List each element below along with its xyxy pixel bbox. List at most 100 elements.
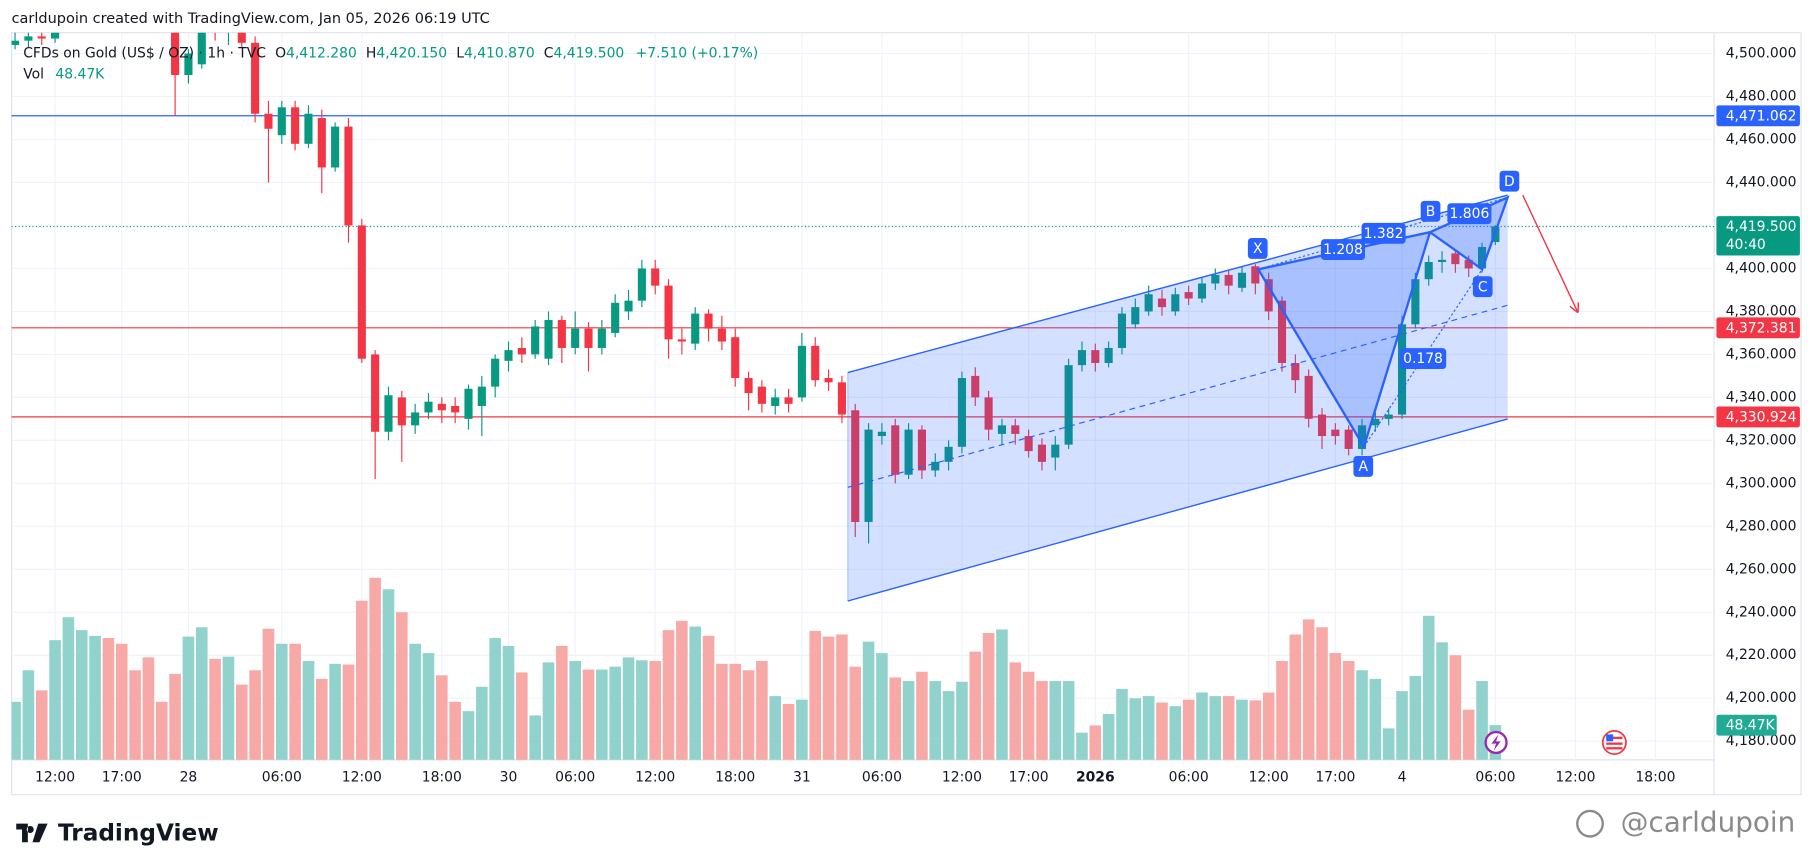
volume-bar [1382, 728, 1395, 760]
volume-bar [889, 677, 902, 760]
point-badge [1353, 456, 1374, 477]
volume-bar [11, 701, 21, 760]
candle-body [837, 382, 846, 415]
volume-bar [1276, 660, 1288, 760]
candle-body [437, 403, 446, 411]
x-tick-label: 17:00 [1009, 769, 1049, 785]
x-tick-label: 18:00 [715, 769, 755, 785]
volume-bar [1342, 660, 1355, 760]
volume-bar [62, 617, 75, 760]
event-bolt [1491, 734, 1501, 751]
volume-bar [1289, 634, 1302, 760]
candle-body [264, 113, 273, 129]
x-tick-label: 30 [500, 769, 518, 785]
volume-bar [996, 629, 1008, 760]
candle-body [1437, 259, 1447, 263]
volume-bar [1156, 702, 1168, 760]
volume-bar [262, 628, 275, 760]
volume-bar [1022, 671, 1035, 760]
volume-bar [1102, 714, 1115, 760]
candle-body [1237, 272, 1247, 288]
x-tick-label: 12:00 [942, 769, 982, 785]
volume-bar [529, 715, 541, 760]
volume-bar [222, 656, 235, 760]
volume-bar [382, 589, 395, 760]
volume-badge-label: 48.47K [1726, 718, 1776, 734]
ratio-badge [1447, 203, 1492, 225]
x-tick-label: 06:00 [1169, 769, 1209, 785]
candle-body [944, 446, 953, 462]
volume-bar [702, 635, 715, 760]
point-label: D [1504, 174, 1515, 190]
x-tick-label: 06:00 [1475, 769, 1515, 785]
volume-bar [516, 672, 528, 760]
y-tick-label: 4,200.000 [1726, 690, 1797, 706]
volume-bar [22, 670, 35, 760]
candle-body [1384, 414, 1393, 419]
candle-body [197, 32, 206, 65]
candle-body [24, 36, 33, 41]
candle-body [1024, 436, 1033, 452]
candle-body [571, 328, 580, 348]
volume-bar [476, 686, 488, 760]
volume-bar [1169, 706, 1182, 760]
volume-bar [1089, 725, 1102, 760]
candle-body [184, 53, 193, 76]
candle-body [597, 328, 606, 348]
y-tick-label: 4,320.000 [1726, 432, 1797, 448]
field-label: L [456, 46, 464, 62]
volume-bar [956, 681, 968, 760]
candle-body [677, 339, 686, 342]
candle-body [1331, 429, 1340, 437]
candle-body [344, 126, 353, 226]
candle-body [1477, 246, 1487, 269]
channel-bottom [847, 418, 1508, 602]
candle-body [637, 268, 646, 301]
candle-body [744, 378, 753, 394]
candle-body [1131, 307, 1140, 325]
candle-body [1224, 274, 1233, 286]
volume-bar [689, 626, 702, 760]
candle-body [1317, 414, 1327, 437]
candle-body [971, 375, 980, 398]
legend: CFDs on Gold (US$ / OZ) · 1h · TVC O4,41… [23, 46, 758, 83]
drawings: 1.208 1.382 0.178 1.806 X A B C D [847, 170, 1577, 602]
candle-body [1144, 294, 1153, 312]
candle-body [877, 431, 886, 437]
volume-bar [369, 577, 381, 760]
candle-body [357, 225, 366, 359]
volume-bar [75, 630, 88, 760]
volume-bar [902, 681, 915, 760]
candle-body [624, 300, 633, 312]
volume-bar [1076, 732, 1088, 760]
volume-bar [235, 684, 248, 760]
candle-body [757, 386, 766, 404]
candle-body [611, 302, 620, 333]
x-tick-label: 2026 [1076, 769, 1115, 785]
candle-body [1344, 429, 1353, 449]
candle-body [411, 412, 420, 426]
candle-body [1357, 425, 1367, 449]
level-badge [1716, 317, 1800, 339]
last-price-badge [1716, 216, 1800, 256]
volume-bar [916, 671, 928, 760]
volume-bar [1182, 699, 1195, 760]
candle-body [51, 32, 60, 39]
candle-body [1171, 294, 1180, 312]
y-tick-label: 4,500.000 [1726, 46, 1797, 62]
volume-value: 48.47K [55, 66, 105, 82]
x-tick-label: 17:00 [102, 769, 142, 785]
y-tick-label: 4,280.000 [1726, 518, 1797, 534]
candle-body [1037, 444, 1047, 462]
channel-fill [847, 195, 1508, 602]
point-badge [1247, 238, 1268, 259]
volume-bar [769, 696, 782, 760]
candle-body [691, 313, 700, 344]
x-tick-label: 12:00 [635, 769, 675, 785]
candle-body [1251, 266, 1260, 284]
volume-bar [1142, 696, 1155, 760]
point-badge [1472, 276, 1493, 298]
volume-bar [969, 651, 982, 760]
candle-body [1011, 425, 1020, 434]
point-label: X [1253, 241, 1263, 257]
